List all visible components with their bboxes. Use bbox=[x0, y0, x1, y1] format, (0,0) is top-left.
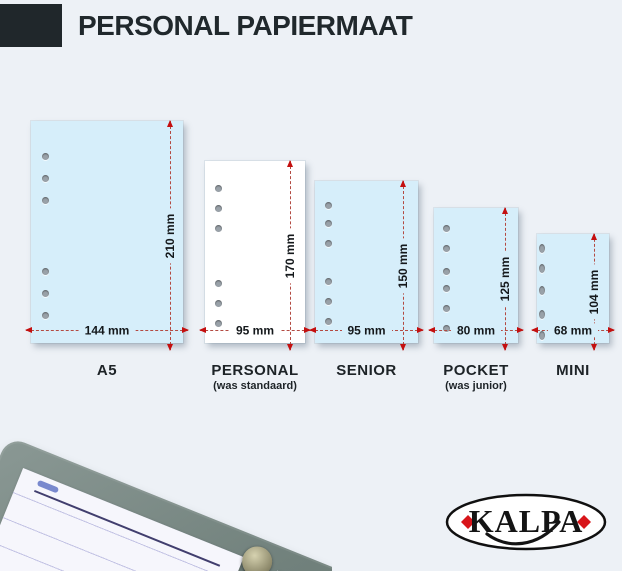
width-dimension-a5: 144 mm bbox=[25, 323, 189, 338]
caption-pocket: POCKET (was junior) bbox=[426, 362, 526, 392]
width-dimension-pocket: 80 mm bbox=[428, 323, 524, 338]
caption-senior: SENIOR bbox=[315, 362, 418, 380]
paper-sheet-mini: 104 mm 68 mm bbox=[531, 233, 615, 351]
height-dimension-label: 210 mm bbox=[163, 208, 177, 263]
size-name: PERSONAL bbox=[211, 362, 299, 379]
height-dimension-mini: 104 mm bbox=[587, 233, 601, 351]
binder-hole bbox=[325, 318, 332, 325]
size-name: MINI bbox=[556, 362, 590, 379]
binder-hole bbox=[443, 268, 450, 275]
binder-hole bbox=[325, 278, 332, 285]
width-dimension-senior: 95 mm bbox=[309, 323, 424, 338]
height-dimension-label: 170 mm bbox=[283, 228, 297, 283]
logo-diamond-right bbox=[577, 515, 591, 529]
binder-hole bbox=[325, 240, 332, 247]
caption-personal: PERSONAL (was standaard) bbox=[193, 362, 317, 392]
binder-hole bbox=[325, 220, 332, 227]
height-dimension-label: 104 mm bbox=[587, 264, 601, 320]
size-subname: (was junior) bbox=[445, 380, 507, 392]
caption-a5: A5 bbox=[31, 362, 183, 380]
binder-hole bbox=[539, 244, 545, 253]
binder-hole bbox=[443, 305, 450, 312]
binder-hole bbox=[215, 185, 222, 192]
binder-hole bbox=[42, 175, 49, 182]
size-name: A5 bbox=[96, 362, 118, 379]
size-name: SENIOR bbox=[336, 362, 397, 379]
binder-hole bbox=[215, 280, 222, 287]
kalpa-logo: KALPA bbox=[445, 493, 607, 551]
binder-hole bbox=[539, 286, 545, 295]
binder-hole bbox=[539, 310, 545, 319]
binder-hole bbox=[215, 225, 222, 232]
paper-sheet-pocket: 125 mm 80 mm bbox=[428, 207, 524, 351]
height-dimension-label: 125 mm bbox=[498, 251, 512, 307]
size-name: POCKET bbox=[443, 362, 509, 379]
binder-hole bbox=[42, 197, 49, 204]
size-subname: (was standaard) bbox=[213, 380, 297, 392]
binder-hole bbox=[443, 325, 450, 332]
binder-hole bbox=[443, 225, 450, 232]
binder-hole bbox=[215, 300, 222, 307]
binder-hole bbox=[443, 285, 450, 292]
height-dimension-personal: 170 mm bbox=[283, 160, 297, 351]
planner-photo bbox=[0, 418, 332, 571]
binder-hole bbox=[539, 264, 545, 273]
height-dimension-pocket: 125 mm bbox=[498, 207, 512, 351]
planner-rotated-group bbox=[0, 436, 332, 571]
width-dimension-label: 95 mm bbox=[229, 323, 281, 338]
height-dimension-senior: 150 mm bbox=[396, 180, 410, 351]
width-dimension-personal: 95 mm bbox=[199, 323, 311, 338]
width-dimension-label: 144 mm bbox=[78, 323, 136, 338]
binder-hole bbox=[539, 331, 545, 340]
logo-diamond-left bbox=[461, 515, 475, 529]
width-dimension-mini: 68 mm bbox=[531, 323, 615, 338]
binder-hole bbox=[42, 290, 49, 297]
page-title: PERSONAL PAPIERMAAT bbox=[78, 10, 413, 41]
width-dimension-label: 80 mm bbox=[450, 323, 502, 338]
binder-hole bbox=[325, 298, 332, 305]
paper-sheet-senior: 150 mm 95 mm bbox=[309, 180, 424, 351]
binder-hole bbox=[42, 153, 49, 160]
logo-swoosh bbox=[485, 520, 561, 546]
binder-hole bbox=[215, 205, 222, 212]
paper-sheet-a5: 210 mm 144 mm bbox=[25, 120, 189, 351]
binder-hole bbox=[443, 245, 450, 252]
binder-hole bbox=[215, 320, 222, 327]
brand-block bbox=[0, 4, 62, 47]
height-dimension-a5: 210 mm bbox=[163, 120, 177, 351]
binder-hole bbox=[42, 312, 49, 319]
caption-mini: MINI bbox=[537, 362, 609, 380]
binder-hole bbox=[325, 202, 332, 209]
binder-hole bbox=[42, 268, 49, 275]
paper-sheet-personal: 170 mm 95 mm bbox=[199, 160, 311, 351]
width-dimension-label: 95 mm bbox=[341, 323, 392, 338]
width-dimension-label: 68 mm bbox=[547, 323, 599, 338]
height-dimension-label: 150 mm bbox=[396, 238, 410, 293]
